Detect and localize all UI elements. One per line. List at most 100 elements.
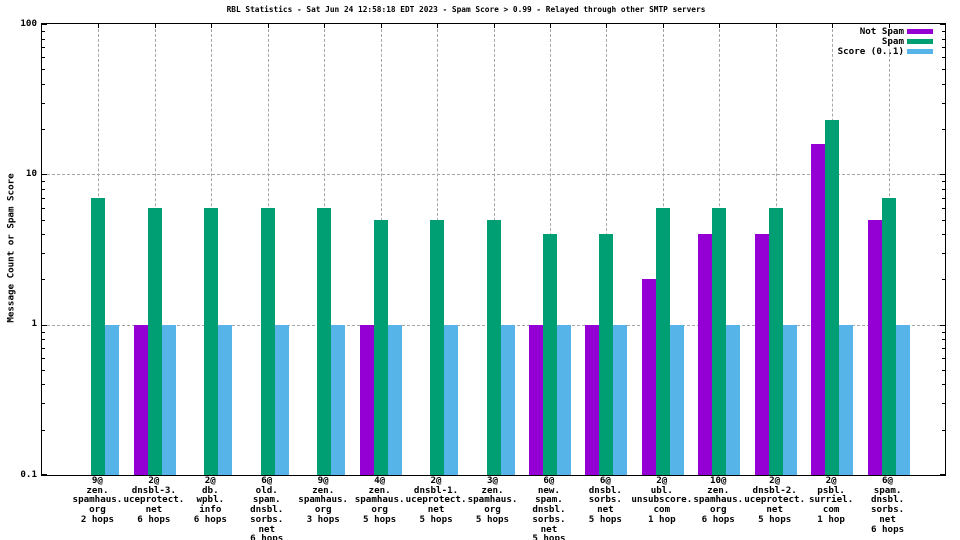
y-minor-tick	[42, 358, 45, 359]
y-tick-label: 1	[31, 318, 37, 330]
y-minor-tick	[42, 370, 45, 371]
bar-not-spam	[642, 279, 656, 475]
y-minor-tick	[42, 47, 45, 48]
y-minor-tick	[942, 403, 945, 404]
x-tick	[211, 24, 212, 28]
bar-spam	[374, 220, 388, 475]
x-tick	[381, 24, 382, 28]
legend: Not Spam Spam Score (0..1)	[837, 26, 933, 57]
x-tick	[155, 24, 156, 28]
y-minor-tick	[942, 57, 945, 58]
bar-score-0-1	[613, 325, 627, 475]
legend-swatch-score	[907, 48, 933, 54]
legend-swatch-not-spam	[907, 29, 933, 35]
bar-spam	[204, 208, 218, 475]
y-minor-tick	[42, 198, 45, 199]
y-minor-tick	[42, 279, 45, 280]
x-category-label: 6@ spam. dnsbl. sorbs. net 6 hops	[870, 475, 905, 535]
bar-spam	[487, 220, 501, 475]
bar-not-spam	[585, 325, 599, 475]
y-minor-tick	[942, 103, 945, 104]
y-minor-tick	[942, 69, 945, 70]
bar-score-0-1	[162, 325, 176, 475]
y-minor-tick	[942, 189, 945, 190]
y-minor-tick	[42, 181, 45, 182]
legend-label-score: Score (0..1)	[837, 45, 904, 57]
legend-swatch-spam	[907, 39, 933, 45]
bar-score-0-1	[218, 325, 232, 475]
y-minor-tick	[942, 234, 945, 235]
bar-score-0-1	[557, 325, 571, 475]
legend-label-not-spam: Not Spam	[859, 26, 904, 38]
x-tick	[550, 24, 551, 28]
y-minor-tick	[42, 234, 45, 235]
y-major-tick	[42, 474, 47, 475]
y-minor-tick	[942, 181, 945, 182]
x-category-label: 2@ ubl. unsubscore. com 1 hop	[631, 475, 693, 525]
bar-score-0-1	[275, 325, 289, 475]
x-category-label: 4@ zen. spamhaus. org 5 hops	[354, 475, 405, 525]
x-tick	[324, 24, 325, 28]
y-minor-tick	[942, 129, 945, 130]
legend-item-score: Score (0..1)	[837, 45, 933, 57]
y-minor-tick	[942, 358, 945, 359]
y-minor-tick	[942, 84, 945, 85]
x-category-label: 2@ psbl. surriel. com 1 hop	[808, 475, 854, 525]
bar-spam	[91, 198, 105, 475]
x-category-label: 10@ zen. spamhaus. org 6 hops	[693, 475, 744, 525]
y-minor-tick	[42, 84, 45, 85]
bar-score-0-1	[444, 325, 458, 475]
y-minor-tick	[42, 253, 45, 254]
y-minor-tick	[42, 129, 45, 130]
bar-score-0-1	[331, 325, 345, 475]
x-category-label: 2@ dnsbl-2. uceprotect. net 5 hops	[744, 475, 806, 525]
x-category-label: 2@ dnsbl-1. uceprotect. net 5 hops	[405, 475, 467, 525]
bar-spam	[882, 198, 896, 475]
y-minor-tick	[942, 384, 945, 385]
bar-spam	[261, 208, 275, 475]
x-tick	[494, 24, 495, 28]
bar-not-spam	[529, 325, 543, 475]
y-minor-tick	[42, 220, 45, 221]
y-minor-tick	[42, 31, 45, 32]
y-minor-tick	[42, 189, 45, 190]
bar-score-0-1	[839, 325, 853, 475]
bar-score-0-1	[388, 325, 402, 475]
x-tick	[719, 24, 720, 28]
bar-not-spam	[698, 234, 712, 475]
y-major-tick	[42, 325, 47, 326]
bar-spam	[712, 208, 726, 475]
bar-score-0-1	[896, 325, 910, 475]
y-minor-tick	[42, 103, 45, 104]
bar-score-0-1	[726, 325, 740, 475]
y-minor-tick	[942, 279, 945, 280]
bar-spam	[543, 234, 557, 475]
bar-spam	[430, 220, 444, 475]
y-major-tick	[42, 174, 47, 175]
plot-area	[41, 23, 946, 476]
bar-spam	[148, 208, 162, 475]
bar-score-0-1	[501, 325, 515, 475]
x-category-label: 2@ db. wpbl. info 6 hops	[193, 475, 227, 525]
y-tick-label: 100	[20, 17, 37, 29]
y-minor-tick	[942, 47, 945, 48]
x-tick	[776, 24, 777, 28]
y-minor-tick	[42, 384, 45, 385]
bar-score-0-1	[105, 325, 119, 475]
legend-label-spam: Spam	[881, 36, 904, 48]
bar-not-spam	[134, 325, 148, 475]
bar-spam	[769, 208, 783, 475]
y-minor-tick	[942, 31, 945, 32]
y-major-tick	[940, 174, 945, 175]
bar-score-0-1	[670, 325, 684, 475]
y-gridline	[42, 174, 945, 176]
x-tick	[437, 24, 438, 28]
y-minor-tick	[942, 198, 945, 199]
x-category-label: 2@ dnsbl-3. uceprotect. net 6 hops	[123, 475, 185, 525]
legend-item-not-spam: Not Spam	[859, 26, 933, 38]
y-minor-tick	[942, 332, 945, 333]
bar-not-spam	[868, 220, 882, 475]
y-minor-tick	[42, 339, 45, 340]
legend-item-spam: Spam	[881, 36, 933, 48]
